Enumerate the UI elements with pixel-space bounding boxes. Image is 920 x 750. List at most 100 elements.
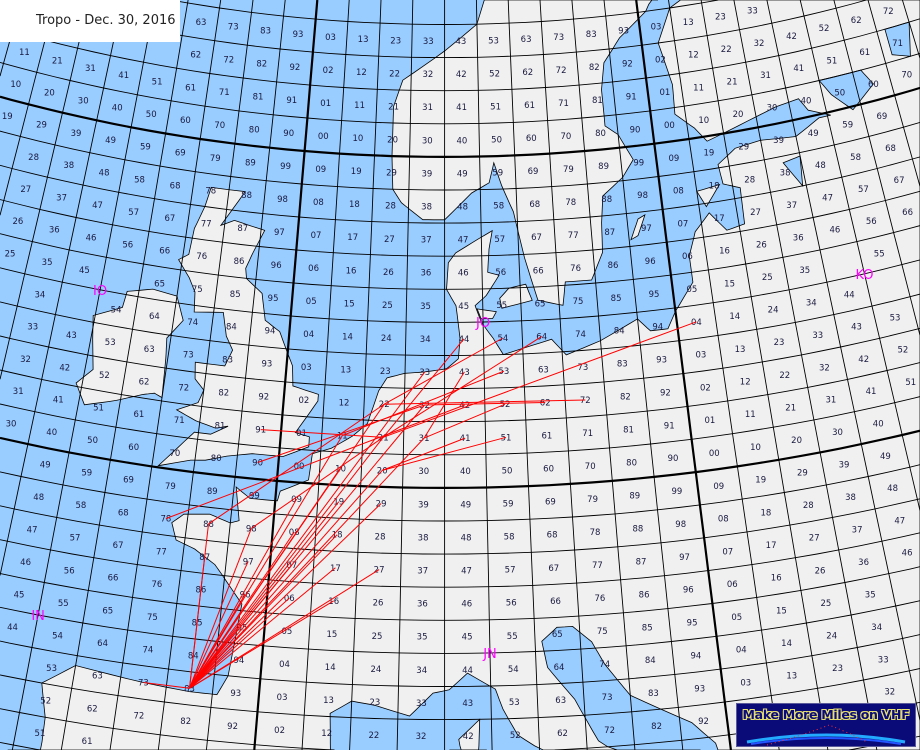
square-label: 42 bbox=[463, 732, 474, 742]
square-label: 86 bbox=[639, 590, 650, 600]
square-label: 58 bbox=[504, 533, 515, 543]
square-label: 26 bbox=[12, 217, 23, 227]
square-label: 74 bbox=[187, 318, 198, 328]
square-label: 32 bbox=[819, 363, 830, 373]
square-grid-line bbox=[0, 259, 920, 323]
square-label: 67 bbox=[894, 176, 905, 186]
propagation-path bbox=[251, 436, 384, 529]
square-label: 16 bbox=[328, 597, 339, 607]
square-label: 81 bbox=[623, 426, 634, 436]
square-label: 99 bbox=[249, 492, 260, 502]
square-label: 54 bbox=[497, 334, 508, 344]
square-label: 11 bbox=[337, 432, 348, 442]
square-label: 49 bbox=[460, 500, 471, 510]
square-label: 83 bbox=[586, 30, 597, 40]
square-label: 53 bbox=[890, 314, 901, 324]
square-label: 32 bbox=[422, 70, 433, 80]
square-label: 20 bbox=[377, 466, 388, 476]
square-label: 53 bbox=[105, 338, 116, 348]
square-label: 63 bbox=[538, 366, 549, 376]
square-grid-line bbox=[0, 634, 920, 687]
square-label: 33 bbox=[27, 323, 38, 333]
square-grid-line bbox=[0, 668, 920, 721]
square-label: 15 bbox=[776, 606, 787, 616]
square-label: 20 bbox=[791, 436, 802, 446]
square-label: 69 bbox=[876, 112, 887, 122]
square-label: 62 bbox=[540, 399, 551, 409]
square-label: 70 bbox=[901, 71, 912, 81]
square-label: 12 bbox=[321, 729, 332, 739]
square-label: 47 bbox=[822, 193, 833, 203]
square-label: 59 bbox=[492, 169, 503, 179]
square-label: 14 bbox=[342, 332, 353, 342]
square-label: 61 bbox=[541, 432, 552, 442]
square-label: 38 bbox=[421, 203, 432, 213]
propagation-path bbox=[189, 403, 385, 689]
square-label: 85 bbox=[611, 294, 622, 304]
square-label: 84 bbox=[226, 323, 237, 333]
square-label: 88 bbox=[632, 524, 643, 534]
propagation-path bbox=[342, 370, 505, 437]
square-label: 23 bbox=[774, 338, 785, 348]
square-label: 43 bbox=[459, 368, 470, 378]
square-grid-line bbox=[0, 464, 920, 522]
square-label: 31 bbox=[419, 434, 430, 444]
square-label: 76 bbox=[196, 252, 207, 262]
square-label: 16 bbox=[346, 266, 357, 276]
square-label: 06 bbox=[727, 580, 738, 590]
square-label: 44 bbox=[844, 290, 855, 300]
square-label: 44 bbox=[462, 666, 473, 676]
propagation-path bbox=[384, 399, 586, 405]
square-label: 42 bbox=[456, 70, 467, 80]
square-label: 34 bbox=[871, 623, 882, 633]
square-label: 72 bbox=[178, 383, 189, 393]
square-label: 10 bbox=[10, 80, 21, 90]
square-label: 62 bbox=[190, 51, 201, 61]
square-label: 48 bbox=[99, 169, 110, 179]
square-label: 34 bbox=[34, 290, 45, 300]
square-label: 69 bbox=[545, 498, 556, 508]
square-label: 75 bbox=[597, 627, 608, 637]
square-label: 08 bbox=[673, 187, 684, 197]
square-label: 65 bbox=[535, 299, 546, 309]
square-label: 61 bbox=[133, 410, 144, 420]
square-label: 28 bbox=[803, 501, 814, 511]
square-label: 17 bbox=[766, 541, 777, 551]
square-label: 01 bbox=[320, 99, 331, 109]
square-label: 30 bbox=[78, 97, 89, 107]
square-label: 00 bbox=[709, 449, 720, 459]
square-label: 60 bbox=[868, 80, 879, 90]
square-label: 56 bbox=[64, 566, 75, 576]
propagation-path bbox=[189, 470, 383, 689]
square-label: 42 bbox=[59, 363, 70, 373]
square-label: 64 bbox=[554, 663, 565, 673]
square-label: 89 bbox=[598, 162, 609, 172]
square-label: 70 bbox=[214, 121, 225, 131]
square-label: 66 bbox=[533, 266, 544, 276]
square-label: 28 bbox=[744, 175, 755, 185]
square-label: 31 bbox=[825, 396, 836, 406]
square-label: 29 bbox=[738, 143, 749, 153]
square-label: 52 bbox=[500, 400, 511, 410]
square-label: 98 bbox=[277, 195, 288, 205]
square-label: 43 bbox=[462, 699, 473, 709]
square-label: 69 bbox=[123, 476, 134, 486]
square-label: 93 bbox=[694, 684, 705, 694]
square-label: 09 bbox=[713, 482, 724, 492]
square-label: 92 bbox=[289, 63, 300, 73]
propagation-path bbox=[424, 402, 546, 406]
square-label: 13 bbox=[323, 696, 334, 706]
square-label: 49 bbox=[457, 169, 468, 179]
square-label: 11 bbox=[745, 410, 756, 420]
land-layer bbox=[7, 0, 920, 750]
square-label: 66 bbox=[108, 574, 119, 584]
square-label: 21 bbox=[52, 56, 63, 66]
square-label: 72 bbox=[133, 711, 144, 721]
square-grid-line bbox=[0, 327, 920, 390]
square-label: 13 bbox=[683, 18, 694, 28]
square-label: 24 bbox=[826, 631, 837, 641]
square-label: 30 bbox=[832, 428, 843, 438]
square-label: 47 bbox=[458, 236, 469, 246]
square-label: 90 bbox=[668, 454, 679, 464]
